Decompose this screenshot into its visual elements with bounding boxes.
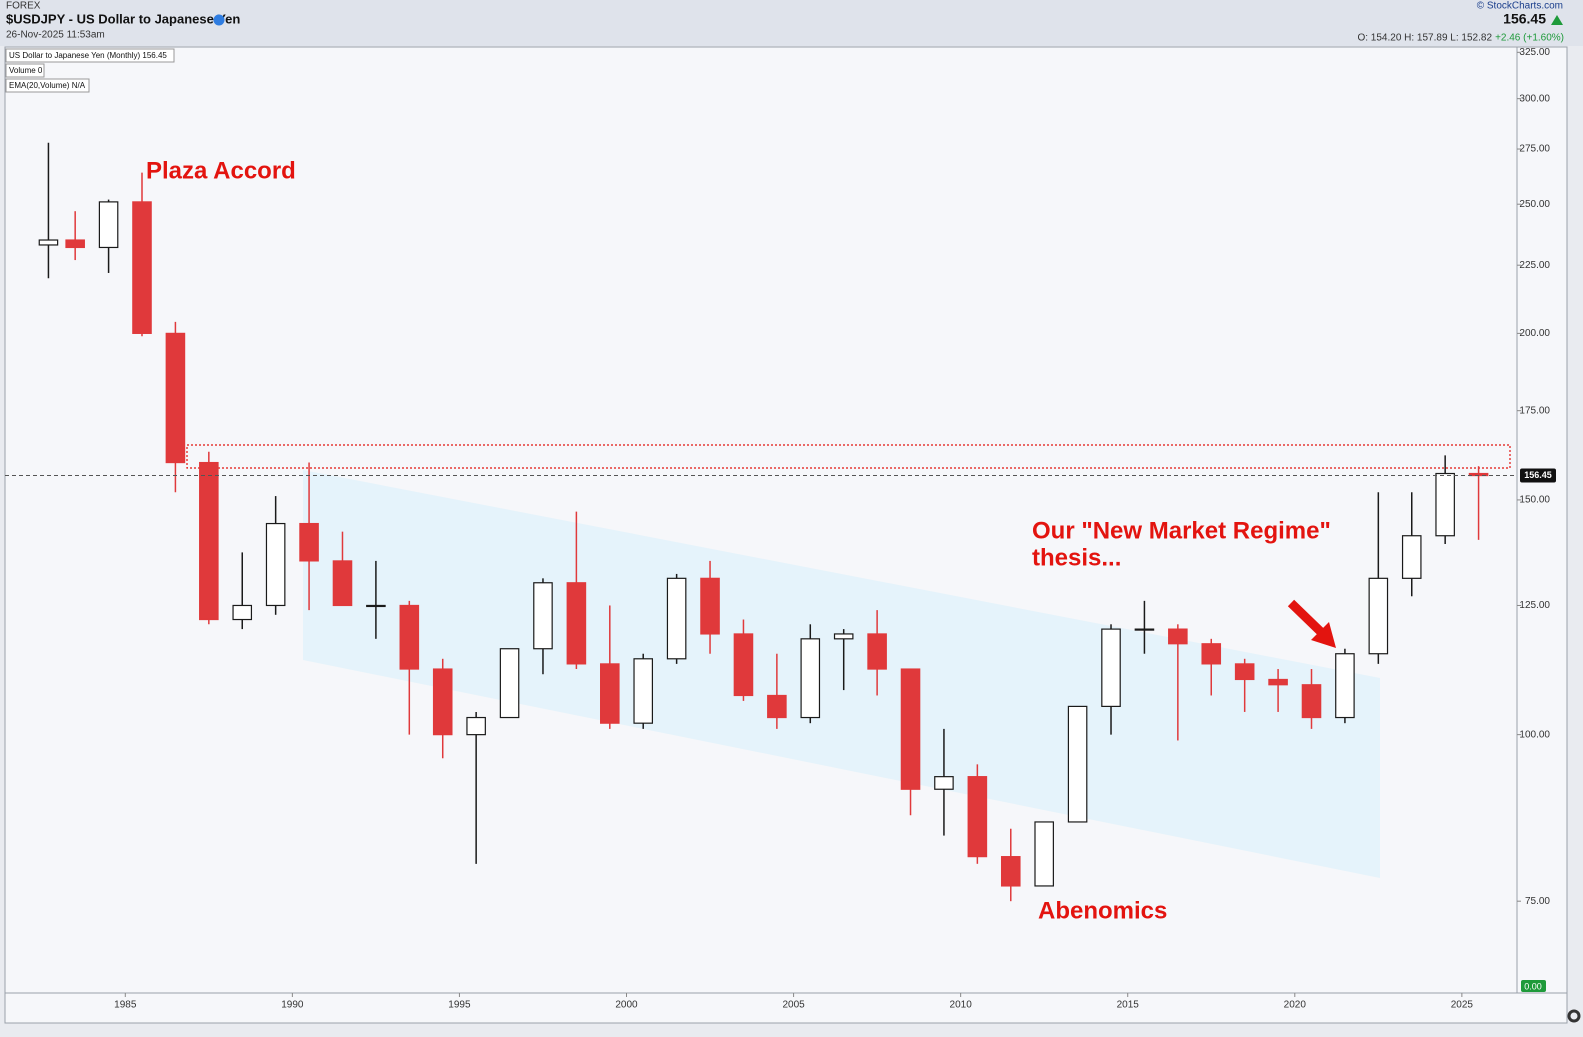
- x-tick-label: 1995: [448, 1000, 471, 1011]
- last-price: 156.45: [1503, 11, 1546, 27]
- candle-body: [833, 633, 854, 640]
- x-tick-label: 2000: [615, 1000, 638, 1011]
- candle-body: [566, 582, 587, 665]
- candle-body: [165, 332, 186, 464]
- candle-body: [633, 658, 654, 724]
- x-tick-label: 2005: [782, 1000, 805, 1011]
- candle-body: [967, 776, 988, 858]
- x-tick-label: 2010: [950, 1000, 973, 1011]
- candle-body: [600, 663, 620, 724]
- candle-body: [733, 633, 754, 697]
- market: FOREX: [6, 1, 41, 12]
- x-tick-label: 2015: [1117, 1000, 1140, 1011]
- up-arrow: [1551, 15, 1563, 25]
- y-tick-label: 150.00: [1519, 495, 1550, 506]
- annotation: Abenomics: [1038, 897, 1167, 924]
- last-price-label: 156.45: [1524, 470, 1552, 480]
- arrow: [1287, 599, 1336, 648]
- candle-body: [1101, 628, 1121, 707]
- y-tick-label: 250.00: [1519, 199, 1550, 210]
- x-tick-label: 2020: [1284, 1000, 1307, 1011]
- candle-body: [1201, 643, 1222, 665]
- candle-body: [1067, 705, 1088, 823]
- candle-body: [1301, 684, 1322, 719]
- x-axis-area: [4, 992, 1568, 1024]
- candle-body: [466, 716, 486, 736]
- y-tick-label: 100.00: [1519, 729, 1550, 740]
- ohlc: O: 154.20 H: 157.89 L: 152.82: [1357, 33, 1492, 44]
- candle-body: [1335, 653, 1355, 719]
- candle-body: [700, 577, 720, 635]
- annotation: Our "New Market Regime": [1032, 517, 1331, 544]
- candle-body: [1234, 663, 1255, 681]
- volume-tag: [1521, 980, 1546, 992]
- header-bar: [0, 0, 1583, 46]
- add-icon[interactable]: [213, 14, 225, 26]
- candle-body: [1134, 628, 1155, 631]
- settings-icon[interactable]: [1567, 1009, 1581, 1023]
- candle-body: [1000, 856, 1021, 887]
- copyright: © StockCharts.com: [1477, 1, 1563, 12]
- candle-body: [432, 668, 453, 736]
- candle-body: [767, 694, 787, 719]
- candle-body: [65, 239, 85, 249]
- candle-body: [533, 582, 553, 650]
- candle-body: [934, 776, 954, 790]
- candle-body: [800, 638, 821, 719]
- annotation: Plaza Accord: [146, 157, 296, 184]
- candle-body: [1401, 535, 1422, 579]
- candle-body: [1368, 577, 1389, 655]
- legend-entry: EMA(20,Volume) N/A: [9, 81, 86, 90]
- channel: [303, 470, 1380, 878]
- candle-body: [132, 201, 152, 334]
- y-axis-area: [1516, 46, 1568, 994]
- candle-body: [399, 604, 420, 670]
- symbol: $USDJPY - US Dollar to Japanese Yen: [6, 11, 240, 26]
- legend: US Dollar to Japanese Yen (Monthly) 156.…: [5, 48, 175, 93]
- y-tick-label: 275.00: [1519, 144, 1550, 155]
- candles: [38, 142, 1489, 902]
- candle-body: [299, 522, 319, 562]
- candle-body: [98, 201, 119, 249]
- candle-body: [900, 668, 921, 790]
- change: +2.46 (+1.60%): [1495, 33, 1564, 44]
- candle-body: [232, 604, 253, 621]
- candle-body: [199, 461, 219, 621]
- legend-entry: US Dollar to Japanese Yen (Monthly) 156.…: [9, 51, 167, 60]
- x-tick-label: 1990: [281, 1000, 304, 1011]
- y-tick-label: 225.00: [1519, 260, 1550, 271]
- x-tick-label: 1985: [114, 1000, 137, 1011]
- date: 26-Nov-2025 11:53am: [6, 30, 105, 41]
- y-tick-label: 175.00: [1519, 405, 1550, 416]
- y-tick-label: 325.00: [1519, 47, 1550, 58]
- annotation: thesis...: [1032, 544, 1121, 571]
- y-tick-label: 75.00: [1525, 896, 1550, 907]
- volume-tag-label: 0.00: [1524, 981, 1542, 991]
- candle-body: [38, 239, 59, 246]
- candle-body: [332, 560, 353, 607]
- resistance-zone: [186, 444, 1511, 469]
- candle-body: [366, 604, 386, 608]
- x-tick-label: 2025: [1451, 1000, 1474, 1011]
- candle-body: [867, 633, 887, 670]
- candle-body: [1168, 628, 1188, 645]
- y-tick-label: 200.00: [1519, 328, 1550, 339]
- last-price-tag: [1520, 468, 1556, 483]
- candle-body: [499, 648, 520, 719]
- candle-body: [1435, 472, 1455, 537]
- legend-entry: Volume 0: [9, 66, 43, 75]
- candle-body: [1034, 821, 1054, 887]
- candle-body: [265, 522, 286, 607]
- y-tick-label: 125.00: [1519, 600, 1550, 611]
- candle-body: [1268, 678, 1288, 686]
- y-tick-label: 300.00: [1519, 93, 1550, 104]
- candle-body: [666, 577, 687, 660]
